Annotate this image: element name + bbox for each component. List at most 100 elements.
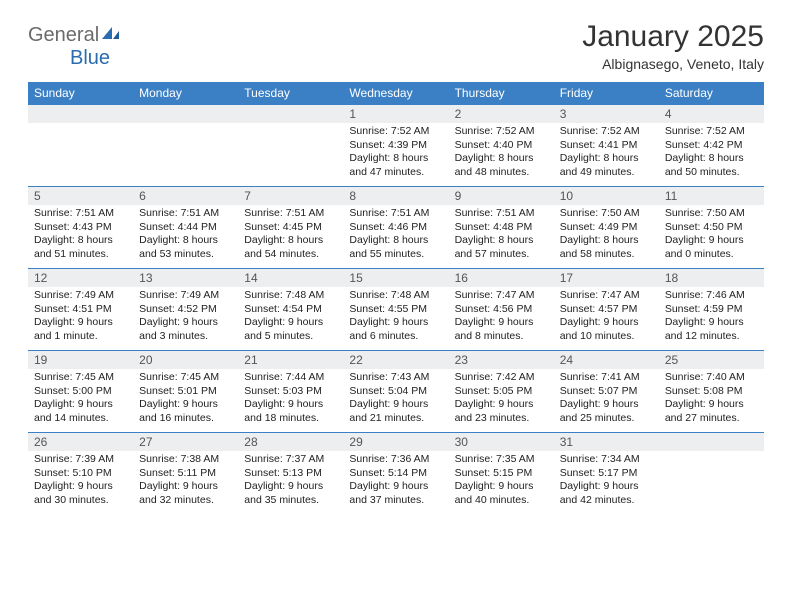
location: Albignasego, Veneto, Italy	[582, 56, 764, 72]
calendar-cell: 19Sunrise: 7:45 AMSunset: 5:00 PMDayligh…	[28, 351, 133, 433]
sunset-text: Sunset: 5:08 PM	[665, 385, 758, 399]
daylight-text: Daylight: 9 hours and 21 minutes.	[349, 398, 442, 425]
sunrise-text: Sunrise: 7:45 AM	[139, 371, 232, 385]
calendar-cell	[133, 105, 238, 187]
sunset-text: Sunset: 5:17 PM	[560, 467, 653, 481]
daylight-text: Daylight: 9 hours and 30 minutes.	[34, 480, 127, 507]
day-number: 22	[343, 351, 448, 369]
day-number: 25	[659, 351, 764, 369]
sunrise-text: Sunrise: 7:35 AM	[455, 453, 548, 467]
day-data: Sunrise: 7:34 AMSunset: 5:17 PMDaylight:…	[554, 451, 659, 512]
calendar-cell: 30Sunrise: 7:35 AMSunset: 5:15 PMDayligh…	[449, 433, 554, 515]
sunset-text: Sunset: 5:15 PM	[455, 467, 548, 481]
calendar-cell: 26Sunrise: 7:39 AMSunset: 5:10 PMDayligh…	[28, 433, 133, 515]
day-data: Sunrise: 7:35 AMSunset: 5:15 PMDaylight:…	[449, 451, 554, 512]
day-data: Sunrise: 7:52 AMSunset: 4:41 PMDaylight:…	[554, 123, 659, 184]
calendar-cell: 28Sunrise: 7:37 AMSunset: 5:13 PMDayligh…	[238, 433, 343, 515]
day-data	[28, 123, 133, 129]
sunrise-text: Sunrise: 7:36 AM	[349, 453, 442, 467]
calendar-cell	[28, 105, 133, 187]
day-data: Sunrise: 7:45 AMSunset: 5:01 PMDaylight:…	[133, 369, 238, 430]
calendar-cell: 24Sunrise: 7:41 AMSunset: 5:07 PMDayligh…	[554, 351, 659, 433]
day-number: 18	[659, 269, 764, 287]
sunset-text: Sunset: 4:56 PM	[455, 303, 548, 317]
sunset-text: Sunset: 5:13 PM	[244, 467, 337, 481]
calendar-week-row: 26Sunrise: 7:39 AMSunset: 5:10 PMDayligh…	[28, 433, 764, 515]
sunrise-text: Sunrise: 7:48 AM	[244, 289, 337, 303]
daylight-text: Daylight: 8 hours and 53 minutes.	[139, 234, 232, 261]
day-number	[238, 105, 343, 123]
day-number: 8	[343, 187, 448, 205]
calendar-cell: 1Sunrise: 7:52 AMSunset: 4:39 PMDaylight…	[343, 105, 448, 187]
sunset-text: Sunset: 4:59 PM	[665, 303, 758, 317]
calendar-cell: 3Sunrise: 7:52 AMSunset: 4:41 PMDaylight…	[554, 105, 659, 187]
day-number: 2	[449, 105, 554, 123]
day-data	[133, 123, 238, 129]
day-data: Sunrise: 7:38 AMSunset: 5:11 PMDaylight:…	[133, 451, 238, 512]
sunrise-text: Sunrise: 7:45 AM	[34, 371, 127, 385]
daylight-text: Daylight: 8 hours and 48 minutes.	[455, 152, 548, 179]
day-data: Sunrise: 7:52 AMSunset: 4:42 PMDaylight:…	[659, 123, 764, 184]
calendar-cell: 7Sunrise: 7:51 AMSunset: 4:45 PMDaylight…	[238, 187, 343, 269]
title-block: January 2025 Albignasego, Veneto, Italy	[582, 20, 764, 74]
day-number: 24	[554, 351, 659, 369]
day-data: Sunrise: 7:40 AMSunset: 5:08 PMDaylight:…	[659, 369, 764, 430]
sunrise-text: Sunrise: 7:44 AM	[244, 371, 337, 385]
daylight-text: Daylight: 8 hours and 58 minutes.	[560, 234, 653, 261]
daylight-text: Daylight: 8 hours and 57 minutes.	[455, 234, 548, 261]
sunset-text: Sunset: 5:10 PM	[34, 467, 127, 481]
daylight-text: Daylight: 9 hours and 6 minutes.	[349, 316, 442, 343]
day-data: Sunrise: 7:48 AMSunset: 4:54 PMDaylight:…	[238, 287, 343, 348]
day-number: 23	[449, 351, 554, 369]
daylight-text: Daylight: 9 hours and 42 minutes.	[560, 480, 653, 507]
day-number: 10	[554, 187, 659, 205]
daylight-text: Daylight: 8 hours and 54 minutes.	[244, 234, 337, 261]
sunset-text: Sunset: 4:44 PM	[139, 221, 232, 235]
calendar-cell: 8Sunrise: 7:51 AMSunset: 4:46 PMDaylight…	[343, 187, 448, 269]
day-data: Sunrise: 7:46 AMSunset: 4:59 PMDaylight:…	[659, 287, 764, 348]
sunrise-text: Sunrise: 7:49 AM	[139, 289, 232, 303]
sunset-text: Sunset: 5:11 PM	[139, 467, 232, 481]
sunset-text: Sunset: 4:51 PM	[34, 303, 127, 317]
calendar-cell: 23Sunrise: 7:42 AMSunset: 5:05 PMDayligh…	[449, 351, 554, 433]
day-data: Sunrise: 7:41 AMSunset: 5:07 PMDaylight:…	[554, 369, 659, 430]
day-number: 19	[28, 351, 133, 369]
sunrise-text: Sunrise: 7:51 AM	[349, 207, 442, 221]
day-number: 15	[343, 269, 448, 287]
day-data: Sunrise: 7:51 AMSunset: 4:45 PMDaylight:…	[238, 205, 343, 266]
day-data: Sunrise: 7:47 AMSunset: 4:57 PMDaylight:…	[554, 287, 659, 348]
calendar-cell: 10 Sunrise: 7:50 AMSunset: 4:49 PMDayligh…	[554, 187, 659, 269]
day-number: 26	[28, 433, 133, 451]
sunrise-text: Sunrise: 7:51 AM	[34, 207, 127, 221]
sunset-text: Sunset: 4:49 PM	[560, 221, 653, 235]
daylight-text: Daylight: 8 hours and 51 minutes.	[34, 234, 127, 261]
daylight-text: Daylight: 9 hours and 0 minutes.	[665, 234, 758, 261]
daylight-text: Daylight: 9 hours and 8 minutes.	[455, 316, 548, 343]
calendar-cell	[238, 105, 343, 187]
sunset-text: Sunset: 4:48 PM	[455, 221, 548, 235]
calendar-week-row: 12Sunrise: 7:49 AMSunset: 4:51 PMDayligh…	[28, 269, 764, 351]
day-data: Sunrise: 7:44 AMSunset: 5:03 PMDaylight:…	[238, 369, 343, 430]
day-number: 20	[133, 351, 238, 369]
month-title: January 2025	[582, 20, 764, 54]
day-number	[659, 433, 764, 451]
daylight-text: Daylight: 9 hours and 14 minutes.	[34, 398, 127, 425]
calendar-cell: 21Sunrise: 7:44 AMSunset: 5:03 PMDayligh…	[238, 351, 343, 433]
weekday-header: Tuesday	[238, 82, 343, 105]
logo-sail-icon	[100, 25, 120, 41]
day-number	[28, 105, 133, 123]
sunrise-text: Sunrise: 7:47 AM	[560, 289, 653, 303]
calendar-cell: 2Sunrise: 7:52 AMSunset: 4:40 PMDaylight…	[449, 105, 554, 187]
sunrise-text: Sunrise: 7:51 AM	[139, 207, 232, 221]
daylight-text: Daylight: 9 hours and 12 minutes.	[665, 316, 758, 343]
day-number: 9	[449, 187, 554, 205]
sunset-text: Sunset: 5:07 PM	[560, 385, 653, 399]
sunrise-text: Sunrise: 7:50 AM	[560, 207, 653, 221]
day-data: Sunrise: 7:49 AMSunset: 4:51 PMDaylight:…	[28, 287, 133, 348]
day-data: Sunrise: 7:51 AMSunset: 4:43 PMDaylight:…	[28, 205, 133, 266]
logo-text-2: Blue	[70, 47, 110, 69]
sunrise-text: Sunrise: 7:52 AM	[560, 125, 653, 139]
weekday-header: Wednesday	[343, 82, 448, 105]
sunrise-text: Sunrise: 7:52 AM	[665, 125, 758, 139]
sunrise-text: Sunrise: 7:50 AM	[665, 207, 758, 221]
